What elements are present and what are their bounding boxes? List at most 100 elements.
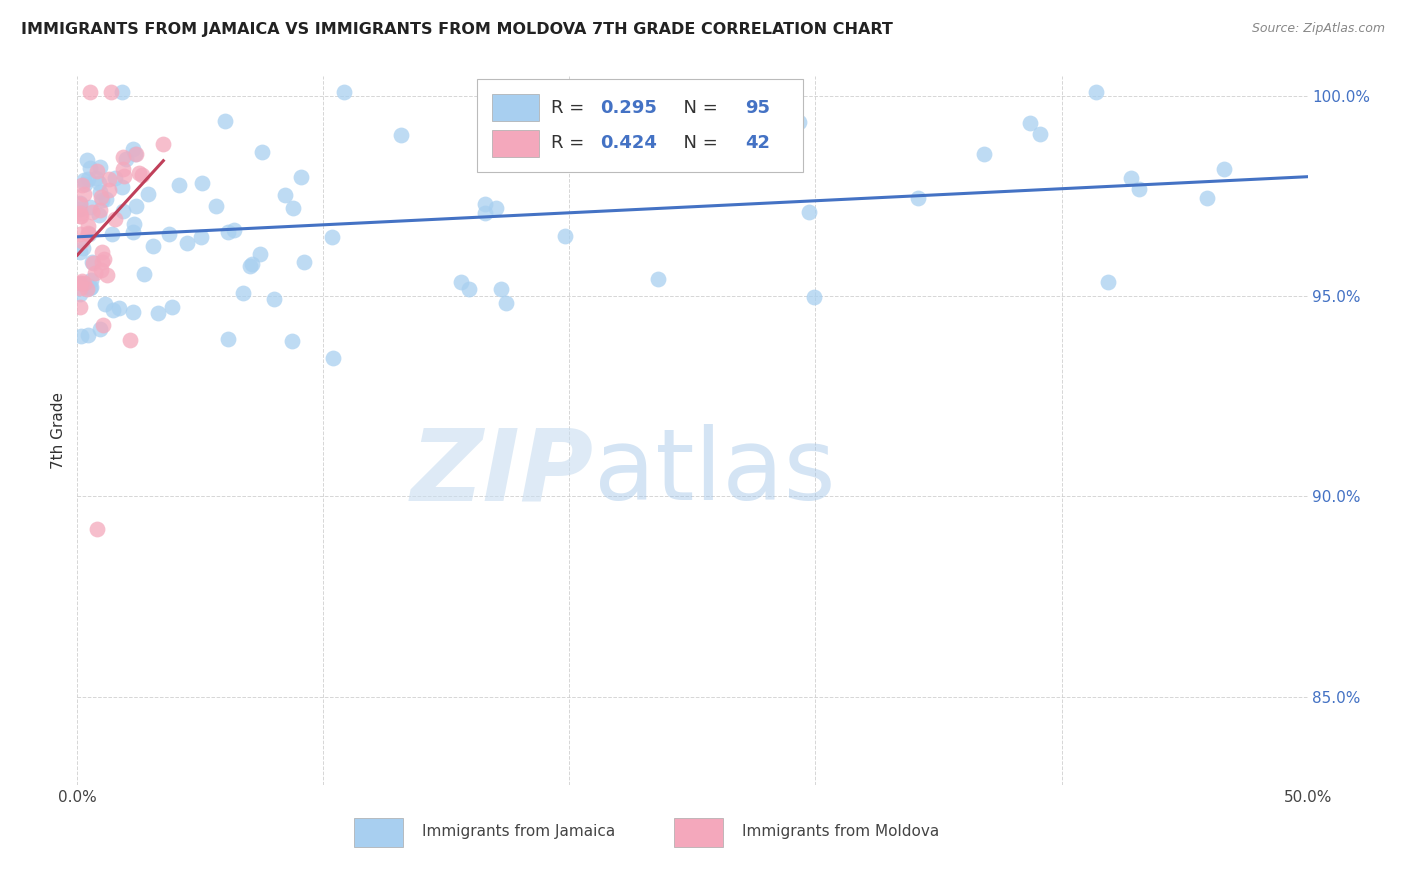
Point	[111, 179, 134, 194]
Point	[108, 301, 131, 316]
Point	[263, 292, 285, 306]
Point	[1084, 85, 1107, 99]
FancyBboxPatch shape	[492, 95, 538, 121]
Point	[69, 209, 91, 223]
Point	[124, 147, 146, 161]
Point	[90, 193, 112, 207]
Point	[79, 161, 101, 175]
Point	[491, 282, 513, 296]
Point	[322, 351, 344, 366]
Point	[80, 255, 103, 269]
Point	[87, 176, 110, 190]
Point	[86, 164, 108, 178]
Point	[97, 184, 120, 198]
Point	[84, 170, 107, 185]
Point	[554, 228, 576, 243]
Point	[96, 268, 118, 282]
Point	[249, 247, 271, 261]
Text: 0.424: 0.424	[600, 134, 657, 153]
FancyBboxPatch shape	[492, 129, 538, 157]
Point	[73, 277, 96, 291]
Point	[69, 286, 91, 301]
Point	[80, 279, 103, 293]
Point	[80, 273, 103, 287]
Text: IMMIGRANTS FROM JAMAICA VS IMMIGRANTS FROM MOLDOVA 7TH GRADE CORRELATION CHART: IMMIGRANTS FROM JAMAICA VS IMMIGRANTS FR…	[21, 22, 893, 37]
Point	[333, 85, 356, 99]
FancyBboxPatch shape	[477, 79, 803, 171]
Point	[191, 176, 214, 190]
Point	[1195, 191, 1218, 205]
Point	[647, 272, 669, 286]
Point	[72, 234, 94, 248]
Point	[121, 143, 143, 157]
Point	[70, 329, 93, 343]
Point	[70, 276, 93, 290]
Point	[115, 153, 138, 167]
Point	[1213, 161, 1236, 176]
Point	[167, 178, 190, 193]
Point	[495, 295, 517, 310]
Point	[122, 226, 145, 240]
Point	[190, 230, 212, 244]
Point	[101, 227, 124, 242]
Point	[458, 282, 481, 296]
Point	[973, 147, 995, 161]
Point	[292, 254, 315, 268]
Point	[1128, 182, 1150, 196]
FancyBboxPatch shape	[673, 818, 723, 847]
Point	[240, 257, 263, 271]
Point	[90, 245, 112, 260]
Point	[114, 169, 136, 183]
Point	[136, 186, 159, 201]
Point	[1119, 171, 1142, 186]
Point	[281, 334, 304, 348]
Point	[148, 306, 170, 320]
Point	[69, 197, 91, 211]
Point	[134, 268, 156, 282]
Point	[69, 202, 91, 216]
Point	[111, 161, 134, 176]
Point	[79, 200, 101, 214]
Point	[76, 227, 98, 241]
Point	[124, 199, 146, 213]
Point	[605, 136, 627, 151]
Point	[273, 188, 295, 202]
Point	[157, 227, 180, 241]
Point	[89, 321, 111, 335]
Point	[122, 305, 145, 319]
Point	[89, 186, 111, 200]
Point	[217, 332, 239, 346]
Point	[91, 318, 114, 332]
Point	[104, 170, 127, 185]
Point	[799, 205, 821, 219]
Point	[128, 166, 150, 180]
Text: N =: N =	[672, 99, 723, 117]
Point	[90, 262, 112, 277]
Point	[69, 196, 91, 211]
Point	[70, 178, 93, 193]
Point	[104, 211, 127, 226]
Y-axis label: 7th Grade: 7th Grade	[51, 392, 66, 469]
Point	[70, 209, 93, 223]
Text: N =: N =	[672, 134, 723, 153]
Point	[82, 204, 104, 219]
Point	[96, 192, 118, 206]
Point	[224, 222, 246, 236]
Point	[1097, 275, 1119, 289]
Point	[76, 171, 98, 186]
Point	[97, 171, 120, 186]
Point	[125, 146, 148, 161]
Text: atlas: atlas	[595, 425, 835, 522]
Point	[252, 145, 274, 160]
Point	[803, 290, 825, 304]
Point	[281, 202, 304, 216]
Point	[485, 201, 508, 215]
Point	[122, 217, 145, 231]
Point	[389, 128, 412, 143]
Point	[321, 230, 343, 244]
Point	[290, 170, 312, 185]
Text: Source: ZipAtlas.com: Source: ZipAtlas.com	[1251, 22, 1385, 36]
Point	[450, 275, 472, 289]
Point	[1018, 116, 1040, 130]
Point	[239, 259, 262, 273]
